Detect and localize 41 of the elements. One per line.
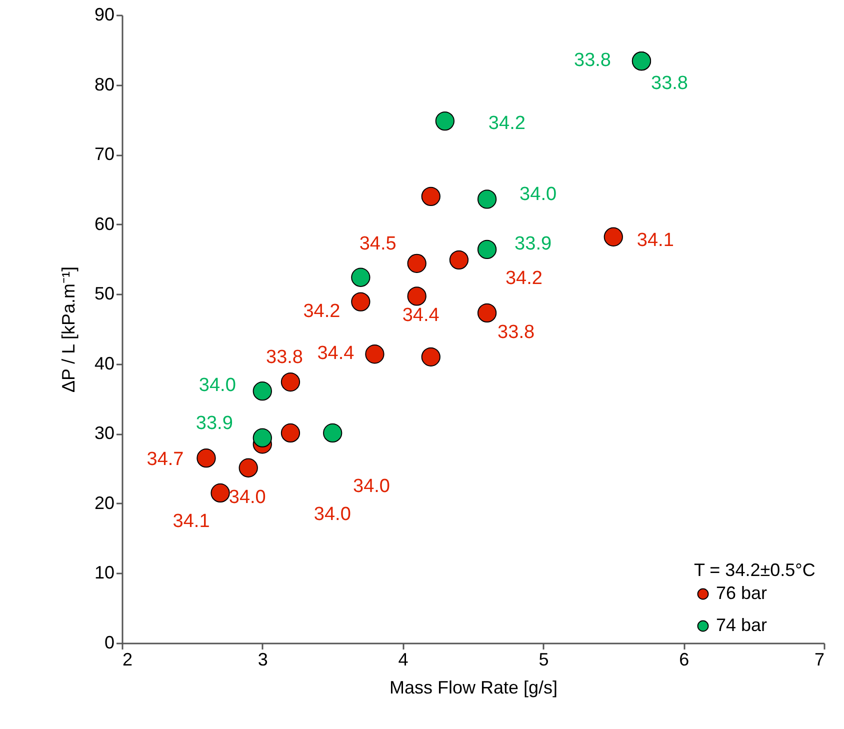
x-axis-title: Mass Flow Rate [g/s] <box>389 678 558 698</box>
annotation: 34.1 <box>172 510 210 532</box>
x-tick-label: 6 <box>679 650 690 670</box>
annotation: 33.9 <box>514 233 552 254</box>
y-tick-label: 70 <box>94 144 114 164</box>
annotation: 34.4 <box>317 343 355 364</box>
y-tick-label: 90 <box>94 4 114 24</box>
y-tick-label: 30 <box>94 423 114 444</box>
legend-label: 74 bar <box>716 615 768 635</box>
x-tick-label: 3 <box>258 650 268 670</box>
y-tick-label: 0 <box>104 632 114 652</box>
annotation: 34.0 <box>314 504 351 526</box>
y-tick-label: 20 <box>94 492 114 513</box>
annotation: 33.8 <box>574 50 611 72</box>
annotation: 34.1 <box>636 230 674 251</box>
annotation: 34.0 <box>198 375 236 396</box>
y-tick-label: 50 <box>94 284 114 304</box>
annotation: 33.8 <box>266 347 303 368</box>
annotation: 33.8 <box>650 73 688 94</box>
legend-label: 76 bar <box>716 583 768 603</box>
annotation: 34.2 <box>505 268 542 289</box>
annotation: 34.7 <box>146 449 184 470</box>
annotation: 34.4 <box>402 305 440 326</box>
y-tick-label: 40 <box>94 353 114 374</box>
x-tick-label: 7 <box>814 650 824 670</box>
y-tick-label: 60 <box>94 214 114 234</box>
annotation: 34.0 <box>520 184 557 206</box>
legend-title: T = 34.2±0.5°C <box>694 560 816 580</box>
y-tick-label: 10 <box>94 562 114 583</box>
x-tick-label: 2 <box>122 650 133 670</box>
x-tick-label: 5 <box>538 650 549 670</box>
y-axis-title: ΔP / L [kPa.m⁻¹] <box>58 266 78 393</box>
x-tick-label: 4 <box>398 650 408 670</box>
annotation: 34.0 <box>228 486 266 508</box>
annotation: 34.2 <box>488 113 526 134</box>
annotation: 33.9 <box>196 412 233 434</box>
annotation: 34.5 <box>359 233 396 254</box>
annotation: 34.2 <box>303 300 340 322</box>
annotation: 34.0 <box>352 476 390 497</box>
y-tick-label: 80 <box>94 74 114 94</box>
annotation: 33.8 <box>498 322 535 343</box>
